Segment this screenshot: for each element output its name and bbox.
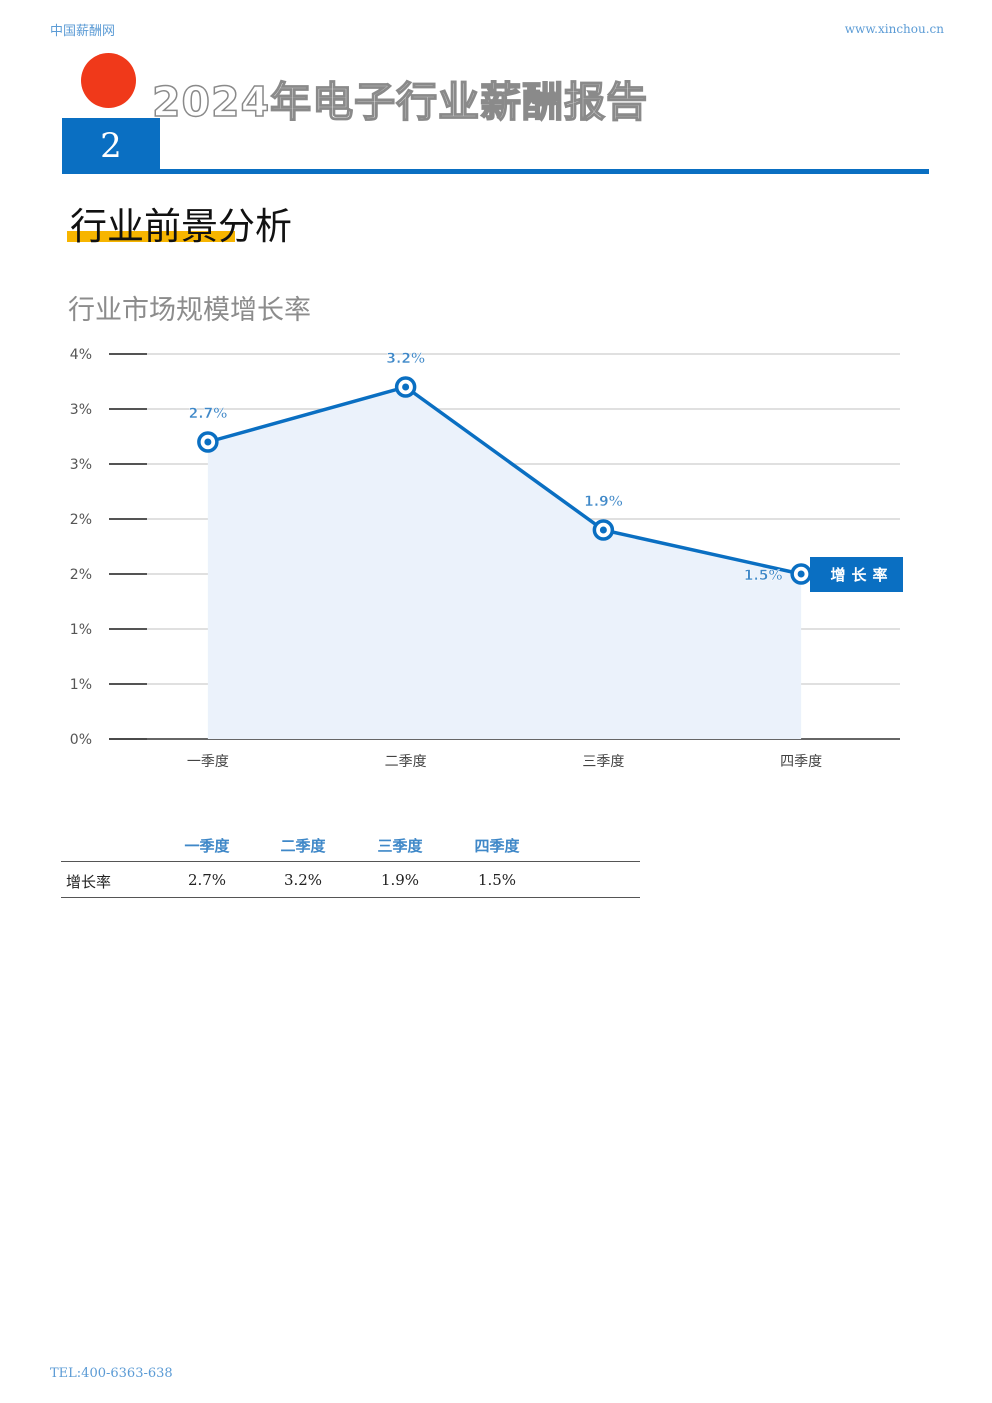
y-tick-label: 3% [70,402,92,418]
growth-rate-line-chart: 0% 1% 1% 2% 2% 3% 3% 4% 一季度 二季度 三季度 四季度 2.7% 3.2% 1.9… [70,347,903,770]
red-circle-decoration [81,53,136,108]
y-tick-label: 3% [70,457,92,473]
site-url[interactable]: www.xinchou.cn [844,22,944,36]
table-header-cell: 二季度 [280,837,326,855]
footer-phone: TEL:400-6363-638 [50,1366,173,1381]
table-header-cell: 一季度 [184,837,230,855]
data-label: 1.5% [744,568,783,584]
section-title: 行业前景分析 [70,205,292,248]
table-row-label: 增长率 [66,873,112,891]
table-header-cell: 四季度 [474,837,520,855]
chapter-number-box: 2 [62,118,160,173]
data-point-center [599,526,607,534]
data-point-center [402,383,410,391]
y-tick-label: 0% [70,732,92,748]
y-tick-label: 4% [70,347,92,363]
report-title: 2024年电子行业薪酬报告 [151,77,649,127]
x-tick-label: 一季度 [187,754,229,770]
chart-area-fill [207,387,802,739]
chapter-divider [62,169,929,174]
legend-label: 增长率 [830,566,893,584]
data-label: 2.7% [188,406,227,422]
chapter-number: 2 [100,125,122,166]
data-point-center [204,438,212,446]
y-tick-label: 2% [70,512,92,528]
table-header-row: 一季度 二季度 三季度 四季度 [61,830,640,862]
series-area [207,387,802,739]
chart-title: 行业市场规模增长率 [68,295,311,326]
y-tick-label: 2% [70,567,92,583]
data-table: 一季度 二季度 三季度 四季度 增长率 2.7% 3.2% 1.9% 1.5% [61,830,640,898]
table-cell: 2.7% [187,871,227,889]
x-tick-label: 四季度 [780,754,822,770]
y-tick-label: 1% [70,677,92,693]
table-cell: 3.2% [283,871,323,889]
x-tick-label: 二季度 [385,754,427,770]
section-title-highlight [67,231,235,242]
table-cell: 1.5% [477,871,517,889]
data-label: 1.9% [584,494,623,510]
legend-box [810,557,903,592]
table-header-cell: 三季度 [377,837,423,855]
y-tick-label: 1% [70,622,92,638]
data-point-center [797,570,805,578]
data-label: 3.2% [386,351,425,367]
table-row: 增长率 2.7% 3.2% 1.9% 1.5% [61,862,640,898]
chart-points [197,376,812,585]
series-line [207,385,802,576]
chart-labels: 2.7% 3.2% 1.9% 1.5% [188,351,783,585]
x-tick-label: 三季度 [582,754,624,770]
site-name: 中国薪酬网 [50,24,116,39]
table-cell: 1.9% [380,871,420,889]
chart-legend: 增长率 [810,557,903,592]
chart-series-line [207,385,802,576]
